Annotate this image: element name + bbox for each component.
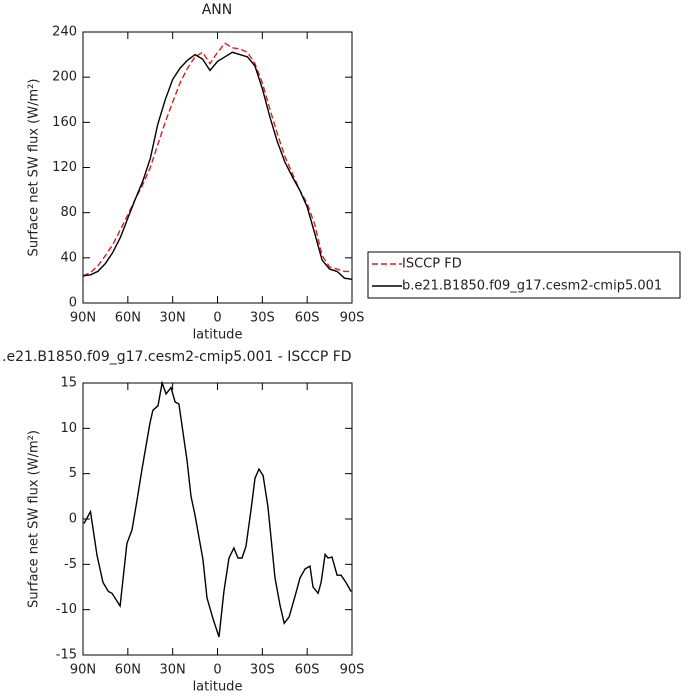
x-axis-label: latitude: [193, 328, 243, 343]
y-tick-label: 15: [60, 376, 77, 391]
x-tick-label: 0: [213, 663, 221, 678]
chart-title: ANN: [202, 2, 233, 18]
x-tick-label: 30S: [250, 311, 275, 326]
x-tick-label: 60S: [295, 663, 320, 678]
plot-frame: [82, 31, 353, 304]
x-tick-label: 30S: [250, 663, 275, 678]
legend-label: b.e21.B1850.f09_g17.cesm2-cmip5.001: [402, 279, 662, 294]
x-tick-label: 90S: [340, 663, 365, 678]
y-axis-label: Surface net SW flux (W/m²): [27, 430, 42, 608]
x-tick-label: 90N: [70, 663, 96, 678]
y-tick-label: -10: [56, 602, 77, 617]
y-tick-label: 160: [52, 115, 77, 130]
data-line: [82, 51, 353, 280]
data-line: [82, 42, 352, 277]
y-tick-label: 80: [60, 205, 77, 220]
data-line: [83, 380, 352, 638]
x-tick-label: 60N: [115, 663, 141, 678]
plot-frame: [82, 382, 353, 656]
y-tick-label: 0: [69, 512, 77, 527]
y-tick-label: -15: [56, 648, 77, 663]
y-tick-label: 10: [60, 421, 77, 436]
y-tick-label: 40: [60, 250, 77, 265]
y-tick-label: 5: [69, 466, 77, 481]
x-tick-label: 60S: [295, 311, 320, 326]
y-tick-label: 200: [52, 70, 77, 85]
x-tick-label: 90S: [340, 311, 365, 326]
x-tick-label: 60N: [115, 311, 141, 326]
legend-label: ISCCP FD: [402, 257, 462, 272]
y-axis-label: Surface net SW flux (W/m²): [27, 79, 42, 257]
x-axis-label: latitude: [193, 680, 243, 695]
x-tick-label: 30N: [160, 663, 186, 678]
x-tick-label: 90N: [70, 311, 96, 326]
chart-title: .e21.B1850.f09_g17.cesm2-cmip5.001 - ISC…: [2, 349, 352, 365]
y-tick-label: 240: [52, 25, 77, 40]
legend-box: [367, 251, 681, 299]
y-tick-label: 120: [52, 160, 77, 175]
y-tick-label: 0: [69, 296, 77, 311]
x-tick-label: 30N: [160, 311, 186, 326]
x-tick-label: 0: [213, 311, 221, 326]
y-tick-label: -5: [64, 557, 77, 572]
